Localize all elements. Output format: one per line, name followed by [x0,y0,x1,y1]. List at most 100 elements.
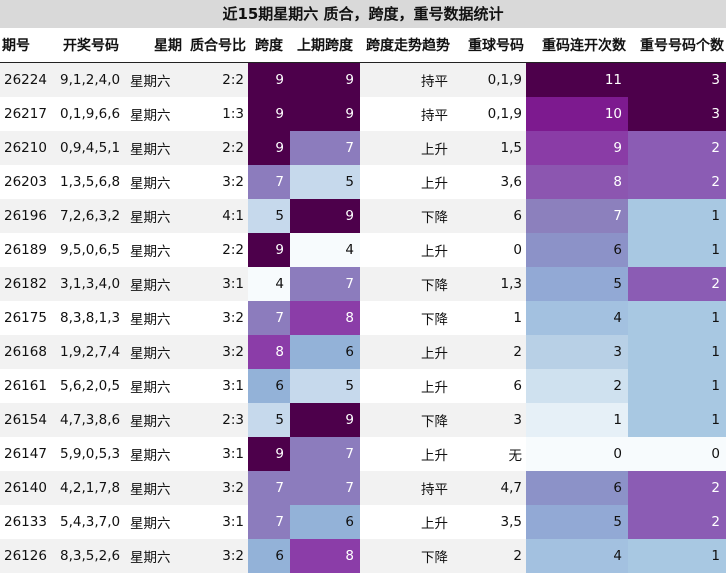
cell-weekday: 星期六 [126,505,184,539]
cell-numbers: 1,9,2,7,4 [56,335,126,369]
cell-numbers: 7,2,6,3,2 [56,199,126,233]
cell-repeat-balls: 2 [452,335,526,369]
table-row: 26189 9,5,0,6,5 星期六 2:2 9 4 上升 0 6 1 [0,233,726,267]
stats-table: 期号 开奖号码 星期 质合号比 跨度 上期跨度 跨度走势趋势 重球号码 重码连开次数 重号号码个数… [0,28,726,573]
cell-weekday: 星期六 [126,369,184,403]
cell-repeat-count: 1 [628,539,726,573]
cell-repeat-balls: 2 [452,539,526,573]
table-row: 26217 0,1,9,6,6 星期六 1:3 9 9 持平 0,1,9 10 3 [0,97,726,131]
cell-trend: 下降 [360,539,452,573]
table-row: 26203 1,3,5,6,8 星期六 3:2 7 5 上升 3,6 8 2 [0,165,726,199]
cell-trend: 持平 [360,62,452,97]
cell-ratio: 1:3 [184,97,248,131]
table-row: 26161 5,6,2,0,5 星期六 3:1 6 5 上升 6 2 1 [0,369,726,403]
header-row: 期号 开奖号码 星期 质合号比 跨度 上期跨度 跨度走势趋势 重球号码 重码连开次数 重号号码个数 [0,28,726,63]
cell-span: 9 [248,233,290,267]
cell-span: 9 [248,62,290,97]
cell-weekday: 星期六 [126,335,184,369]
cell-prev-span: 7 [290,131,360,165]
cell-ratio: 3:1 [184,267,248,301]
cell-prev-span: 8 [290,539,360,573]
cell-trend: 下降 [360,403,452,437]
cell-repeat-balls: 无 [452,437,526,471]
cell-trend: 上升 [360,369,452,403]
cell-issue: 26161 [0,369,56,403]
cell-numbers: 5,6,2,0,5 [56,369,126,403]
cell-trend: 上升 [360,233,452,267]
cell-repeat-runs: 6 [526,233,628,267]
cell-trend: 上升 [360,165,452,199]
cell-numbers: 9,5,0,6,5 [56,233,126,267]
cell-numbers: 9,1,2,4,0 [56,62,126,97]
cell-weekday: 星期六 [126,165,184,199]
cell-numbers: 4,7,3,8,6 [56,403,126,437]
cell-repeat-balls: 3,6 [452,165,526,199]
cell-issue: 26168 [0,335,56,369]
cell-numbers: 1,3,5,6,8 [56,165,126,199]
cell-repeat-runs: 4 [526,301,628,335]
cell-numbers: 3,1,3,4,0 [56,267,126,301]
cell-numbers: 8,3,8,1,3 [56,301,126,335]
cell-repeat-count: 2 [628,131,726,165]
cell-prev-span: 9 [290,62,360,97]
cell-weekday: 星期六 [126,199,184,233]
cell-repeat-count: 1 [628,403,726,437]
cell-repeat-balls: 0 [452,233,526,267]
cell-repeat-count: 2 [628,471,726,505]
header-repeat-count: 重号号码个数 [628,28,726,63]
cell-repeat-count: 3 [628,62,726,97]
cell-ratio: 2:2 [184,131,248,165]
cell-repeat-balls: 0,1,9 [452,62,526,97]
cell-repeat-count: 1 [628,369,726,403]
cell-issue: 26182 [0,267,56,301]
cell-issue: 26154 [0,403,56,437]
cell-issue: 26196 [0,199,56,233]
cell-repeat-count: 3 [628,97,726,131]
cell-ratio: 2:2 [184,233,248,267]
cell-repeat-runs: 9 [526,131,628,165]
cell-issue: 26224 [0,62,56,97]
cell-weekday: 星期六 [126,62,184,97]
cell-repeat-count: 1 [628,301,726,335]
cell-span: 6 [248,539,290,573]
header-ratio: 质合号比 [184,28,248,63]
cell-repeat-runs: 11 [526,62,628,97]
cell-issue: 26175 [0,301,56,335]
header-numbers: 开奖号码 [56,28,126,63]
cell-repeat-runs: 3 [526,335,628,369]
cell-trend: 下降 [360,267,452,301]
cell-span: 6 [248,369,290,403]
cell-prev-span: 8 [290,301,360,335]
cell-issue: 26189 [0,233,56,267]
cell-weekday: 星期六 [126,301,184,335]
cell-issue: 26210 [0,131,56,165]
cell-prev-span: 7 [290,437,360,471]
cell-ratio: 3:1 [184,437,248,471]
cell-ratio: 3:2 [184,471,248,505]
cell-prev-span: 9 [290,97,360,131]
cell-weekday: 星期六 [126,471,184,505]
cell-span: 7 [248,165,290,199]
cell-repeat-count: 2 [628,165,726,199]
cell-repeat-count: 2 [628,505,726,539]
cell-numbers: 5,4,3,7,0 [56,505,126,539]
cell-ratio: 2:2 [184,62,248,97]
cell-prev-span: 5 [290,165,360,199]
cell-repeat-runs: 0 [526,437,628,471]
cell-repeat-runs: 5 [526,505,628,539]
cell-repeat-count: 0 [628,437,726,471]
cell-trend: 上升 [360,505,452,539]
cell-numbers: 0,1,9,6,6 [56,97,126,131]
cell-span: 9 [248,437,290,471]
table-row: 26175 8,3,8,1,3 星期六 3:2 7 8 下降 1 4 1 [0,301,726,335]
cell-trend: 下降 [360,301,452,335]
cell-repeat-count: 2 [628,267,726,301]
cell-issue: 26203 [0,165,56,199]
cell-prev-span: 5 [290,369,360,403]
table-row: 26140 4,2,1,7,8 星期六 3:2 7 7 持平 4,7 6 2 [0,471,726,505]
cell-numbers: 0,9,4,5,1 [56,131,126,165]
cell-span: 5 [248,403,290,437]
cell-repeat-runs: 2 [526,369,628,403]
cell-trend: 上升 [360,335,452,369]
cell-trend: 持平 [360,97,452,131]
